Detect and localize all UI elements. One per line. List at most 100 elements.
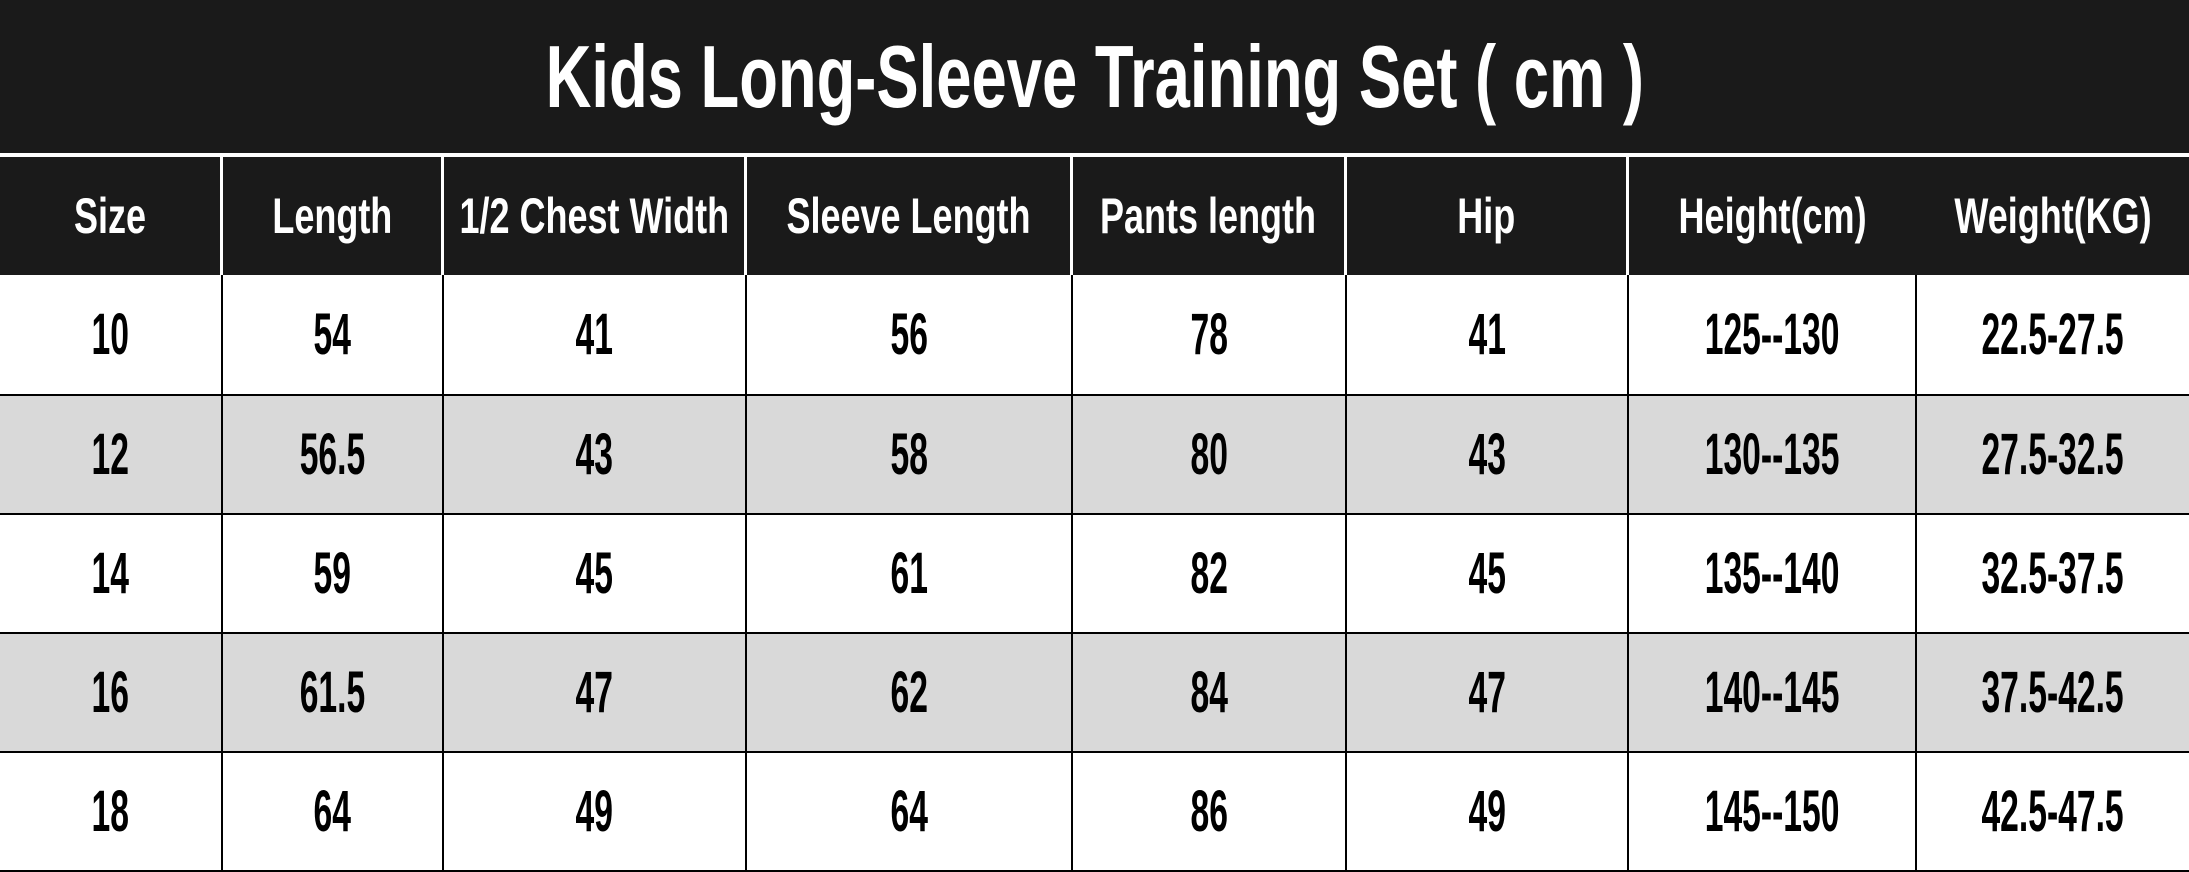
- table-row-size-10: 10 54 41 56 78 41 125--130 22.5-27.5: [0, 275, 2189, 394]
- table-cell: 45: [444, 515, 747, 632]
- header-label: Height(cm): [1678, 188, 1867, 244]
- cell-value: 49: [1468, 779, 1506, 844]
- cell-value: 43: [575, 422, 614, 487]
- cell-value: 45: [1468, 541, 1506, 606]
- table-cell: 10: [0, 275, 223, 394]
- cell-value: 61: [890, 541, 928, 606]
- table-cell: 78: [1073, 275, 1347, 394]
- cell-value: 82: [1190, 541, 1228, 606]
- table-cell: 61: [747, 515, 1073, 632]
- table-header-row: Size Length 1/2 Chest Width Sleeve Lengt…: [0, 157, 2189, 275]
- table-cell: 18: [0, 753, 223, 870]
- header-label: 1/2 Chest Width: [459, 188, 729, 244]
- cell-value: 145--150: [1704, 779, 1840, 844]
- cell-value: 86: [1190, 779, 1228, 844]
- table-cell: 43: [1347, 396, 1629, 513]
- cell-value: 80: [1190, 422, 1228, 487]
- cell-value: 62: [890, 660, 928, 725]
- table-title: Kids Long-Sleeve Training Set ( cm ): [545, 26, 1644, 126]
- table-cell: 64: [747, 753, 1073, 870]
- table-cell: 82: [1073, 515, 1347, 632]
- cell-value: 14: [91, 541, 130, 606]
- table-cell: 125--130: [1629, 275, 1917, 394]
- cell-value: 140--145: [1704, 660, 1840, 725]
- table-cell: 58: [747, 396, 1073, 513]
- table-cell: 45: [1347, 515, 1629, 632]
- cell-value: 27.5-32.5: [1981, 422, 2125, 487]
- table-cell: 56.5: [223, 396, 444, 513]
- table-cell: 41: [1347, 275, 1629, 394]
- cell-value: 135--140: [1704, 541, 1840, 606]
- cell-value: 47: [1468, 660, 1506, 725]
- header-cell-pants-length: Pants length: [1073, 157, 1347, 275]
- table-cell: 43: [444, 396, 747, 513]
- header-label: Size: [73, 188, 147, 244]
- cell-value: 56.5: [299, 422, 366, 487]
- table-cell: 22.5-27.5: [1917, 275, 2189, 394]
- cell-value: 54: [313, 302, 352, 367]
- table-cell: 27.5-32.5: [1917, 396, 2189, 513]
- cell-value: 49: [575, 779, 614, 844]
- table-cell: 41: [444, 275, 747, 394]
- cell-value: 47: [575, 660, 614, 725]
- header-label: Length: [272, 188, 392, 244]
- table-cell: 135--140: [1629, 515, 1917, 632]
- table-title-band: Kids Long-Sleeve Training Set ( cm ): [0, 0, 2189, 157]
- table-cell: 37.5-42.5: [1917, 634, 2189, 751]
- table-cell: 47: [444, 634, 747, 751]
- table-cell: 130--135: [1629, 396, 1917, 513]
- table-cell: 54: [223, 275, 444, 394]
- cell-value: 78: [1190, 302, 1228, 367]
- table-cell: 32.5-37.5: [1917, 515, 2189, 632]
- cell-value: 58: [890, 422, 928, 487]
- cell-value: 42.5-47.5: [1981, 779, 2125, 844]
- table-row-size-16: 16 61.5 47 62 84 47 140--145 37.5-42.5: [0, 632, 2189, 751]
- table-cell: 49: [444, 753, 747, 870]
- header-label: Hip: [1457, 188, 1516, 244]
- cell-value: 56: [890, 302, 928, 367]
- table-row-size-14: 14 59 45 61 82 45 135--140 32.5-37.5: [0, 513, 2189, 632]
- header-label: Sleeve Length: [786, 188, 1031, 244]
- cell-value: 130--135: [1704, 422, 1840, 487]
- table-cell: 14: [0, 515, 223, 632]
- table-cell: 47: [1347, 634, 1629, 751]
- cell-value: 64: [313, 779, 352, 844]
- table-cell: 56: [747, 275, 1073, 394]
- table-cell: 12: [0, 396, 223, 513]
- table-cell: 16: [0, 634, 223, 751]
- header-cell-sleeve-length: Sleeve Length: [747, 157, 1073, 275]
- table-cell: 145--150: [1629, 753, 1917, 870]
- table-cell: 64: [223, 753, 444, 870]
- cell-value: 64: [890, 779, 928, 844]
- header-label: Weight(KG): [1954, 188, 2152, 244]
- header-label: Pants length: [1100, 188, 1317, 244]
- cell-value: 12: [91, 422, 130, 487]
- table-cell: 42.5-47.5: [1917, 753, 2189, 870]
- table-row-size-18: 18 64 49 64 86 49 145--150 42.5-47.5: [0, 751, 2189, 870]
- header-cell-size: Size: [0, 157, 223, 275]
- cell-value: 10: [91, 302, 130, 367]
- cell-value: 61.5: [299, 660, 366, 725]
- cell-value: 16: [91, 660, 130, 725]
- cell-value: 45: [575, 541, 614, 606]
- cell-value: 37.5-42.5: [1981, 660, 2125, 725]
- cell-value: 41: [1468, 302, 1506, 367]
- header-cell-weight: Weight(KG): [1917, 157, 2189, 275]
- cell-value: 84: [1190, 660, 1228, 725]
- table-cell: 61.5: [223, 634, 444, 751]
- header-cell-length: Length: [223, 157, 444, 275]
- cell-value: 59: [313, 541, 352, 606]
- cell-value: 43: [1468, 422, 1506, 487]
- table-cell: 86: [1073, 753, 1347, 870]
- cell-value: 22.5-27.5: [1981, 302, 2125, 367]
- header-cell-height: Height(cm): [1629, 157, 1917, 275]
- table-cell: 140--145: [1629, 634, 1917, 751]
- header-cell-chest-width: 1/2 Chest Width: [444, 157, 747, 275]
- table-row-size-12: 12 56.5 43 58 80 43 130--135 27.5-32.5: [0, 394, 2189, 513]
- cell-value: 18: [91, 779, 130, 844]
- header-cell-hip: Hip: [1347, 157, 1629, 275]
- cell-value: 32.5-37.5: [1981, 541, 2125, 606]
- table-cell: 62: [747, 634, 1073, 751]
- table-cell: 84: [1073, 634, 1347, 751]
